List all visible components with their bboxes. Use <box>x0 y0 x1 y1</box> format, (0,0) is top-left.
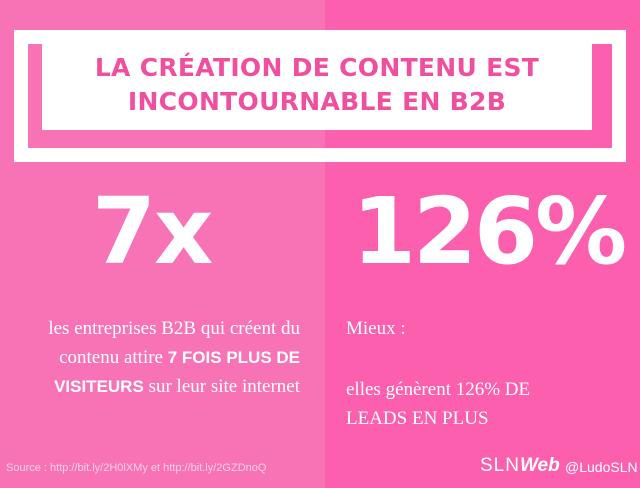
left-text-highlight: 7 FOIS PLUS DE VISITEURS <box>54 348 300 396</box>
right-text-a: elles génèrent 126% DE <box>346 379 531 400</box>
brand-logo: SLNWeb <box>480 455 560 477</box>
right-description: elles génèrent 126% DE LEADS EN PLUS <box>346 375 530 433</box>
title-box: LA CRÉATION DE CONTENU EST INCONTOURNABL… <box>42 40 592 130</box>
title-line-1: LA CRÉATION DE CONTENU EST <box>94 53 540 82</box>
twitter-handle: @LudoSLN <box>565 459 638 475</box>
right-text-b: LEADS EN PLUS <box>346 408 489 429</box>
left-text-c: sur leur site internet <box>143 376 300 397</box>
stat-right-value: 126% <box>352 178 627 285</box>
brand-bold: Web <box>519 455 560 476</box>
source-text: Source : http://bit.ly/2H0lXMy et http:/… <box>6 462 267 474</box>
stat-left-value: 7x <box>92 178 213 285</box>
title-line-2: INCONTOURNABLE EN B2B <box>127 87 507 116</box>
left-text-a: les entreprises B2B qui créent du conten… <box>48 318 300 368</box>
brand-thin: SLN <box>480 455 520 476</box>
right-label: Mieux : <box>346 318 406 339</box>
title-frame <box>14 30 626 162</box>
left-description: les entreprises B2B qui créent du conten… <box>0 314 300 401</box>
